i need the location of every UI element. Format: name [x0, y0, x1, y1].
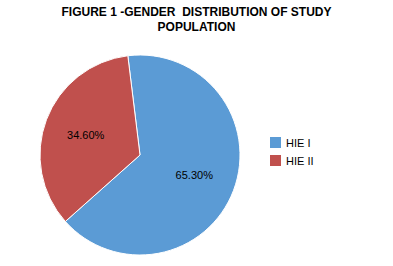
- chart-svg: FIGURE 1 -GENDER DISTRIBUTION OF STUDYPO…: [0, 0, 393, 266]
- pie-slice: [40, 56, 140, 222]
- title-line: FIGURE 1 -GENDER DISTRIBUTION OF STUDY: [61, 5, 331, 19]
- legend-swatch: [270, 155, 281, 166]
- legend-item: HIE II: [270, 155, 314, 167]
- chart-container: FIGURE 1 -GENDER DISTRIBUTION OF STUDYPO…: [0, 0, 393, 266]
- data-label: 65.30%: [176, 169, 214, 181]
- title-line: POPULATION: [158, 20, 236, 34]
- legend: HIE I HIE II: [270, 137, 314, 167]
- legend-swatch: [270, 137, 281, 148]
- legend-label: HIE II: [286, 155, 314, 167]
- legend-item: HIE I: [270, 137, 310, 149]
- legend-label: HIE I: [286, 137, 310, 149]
- pie: [40, 55, 240, 255]
- data-labels: 65.30% 34.60%: [67, 129, 213, 182]
- title: FIGURE 1 -GENDER DISTRIBUTION OF STUDYPO…: [61, 5, 331, 34]
- data-label: 34.60%: [67, 129, 105, 141]
